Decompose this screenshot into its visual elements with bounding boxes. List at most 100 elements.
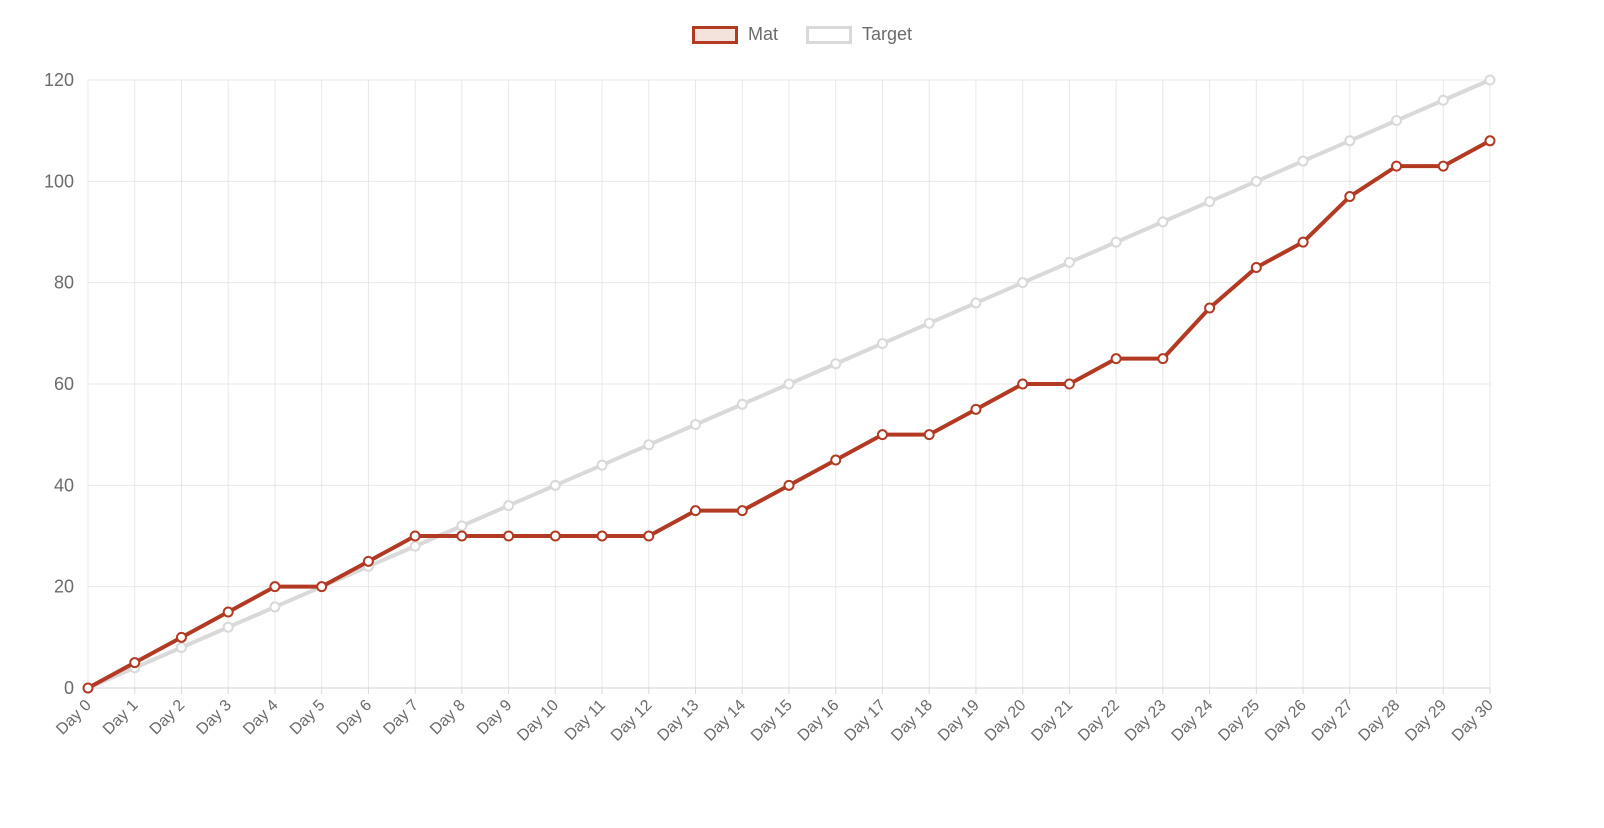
series-marker-target: [598, 461, 607, 470]
series-marker-mat: [411, 532, 420, 541]
x-tick-label: Day 24: [1169, 697, 1217, 745]
x-tick-label: Day 10: [514, 697, 562, 745]
x-tick-label: Day 5: [287, 697, 329, 739]
x-tick-label: Day 16: [795, 697, 843, 745]
legend: Mat Target: [0, 24, 1604, 45]
x-tick-label: Day 9: [474, 697, 516, 739]
series-marker-target: [504, 501, 513, 510]
x-tick-label: Day 25: [1215, 697, 1263, 745]
series-marker-target: [270, 602, 279, 611]
series-marker-mat: [691, 506, 700, 515]
legend-swatch-mat: [692, 26, 738, 44]
x-tick-label: Day 19: [935, 697, 983, 745]
series-marker-target: [878, 339, 887, 348]
y-tick-label: 80: [54, 273, 74, 293]
y-tick-label: 120: [44, 70, 74, 90]
legend-swatch-target: [806, 26, 852, 44]
series-marker-mat: [177, 633, 186, 642]
series-marker-mat: [598, 532, 607, 541]
x-tick-label: Day 22: [1075, 697, 1123, 745]
series-marker-target: [1486, 76, 1495, 85]
series-marker-mat: [224, 608, 233, 617]
x-tick-label: Day 28: [1355, 697, 1403, 745]
x-tick-label: Day 13: [654, 697, 702, 745]
series-marker-mat: [785, 481, 794, 490]
series-marker-target: [1392, 116, 1401, 125]
y-tick-label: 100: [44, 171, 74, 191]
series-marker-target: [971, 298, 980, 307]
x-tick-label: Day 6: [334, 697, 376, 739]
series-marker-mat: [738, 506, 747, 515]
series-marker-mat: [878, 430, 887, 439]
x-tick-label: Day 3: [193, 697, 235, 739]
y-tick-label: 20: [54, 577, 74, 597]
series-marker-mat: [925, 430, 934, 439]
series-marker-mat: [84, 684, 93, 693]
x-tick-label: Day 1: [100, 697, 142, 739]
series-marker-mat: [1252, 263, 1261, 272]
series-marker-target: [411, 542, 420, 551]
chart-svg: 020406080100120Day 0Day 1Day 2Day 3Day 4…: [0, 0, 1604, 828]
series-marker-target: [738, 400, 747, 409]
series-marker-target: [1065, 258, 1074, 267]
legend-item-target[interactable]: Target: [806, 24, 912, 45]
series-marker-target: [551, 481, 560, 490]
line-chart: Mat Target 0 20 40 60 80 100 120 Day 0Day 1 Day …: [0, 0, 1604, 828]
x-tick-label: Day 0: [53, 697, 95, 739]
series-marker-target: [177, 643, 186, 652]
series-marker-mat: [1158, 354, 1167, 363]
y-tick-label: 0: [64, 678, 74, 698]
series-marker-mat: [1299, 238, 1308, 247]
y-tick-label: 60: [54, 374, 74, 394]
series-marker-mat: [1018, 380, 1027, 389]
series-marker-target: [785, 380, 794, 389]
x-tick-label: Day 8: [427, 697, 469, 739]
series-marker-mat: [971, 405, 980, 414]
series-marker-mat: [1439, 162, 1448, 171]
series-marker-mat: [504, 532, 513, 541]
x-tick-label: Day 18: [888, 697, 936, 745]
series-marker-mat: [1112, 354, 1121, 363]
series-marker-mat: [551, 532, 560, 541]
x-tick-label: Day 29: [1402, 697, 1450, 745]
x-tick-label: Day 12: [608, 697, 656, 745]
series-marker-target: [1112, 238, 1121, 247]
series-marker-target: [1158, 217, 1167, 226]
x-tick-label: Day 17: [841, 697, 889, 745]
series-marker-target: [1439, 96, 1448, 105]
series-marker-target: [1252, 177, 1261, 186]
series-marker-target: [831, 359, 840, 368]
x-tick-label: Day 21: [1028, 697, 1076, 745]
x-tick-label: Day 15: [748, 697, 796, 745]
series-marker-target: [1018, 278, 1027, 287]
x-tick-label: Day 23: [1122, 697, 1170, 745]
x-tick-label: Day 27: [1309, 697, 1357, 745]
series-marker-mat: [1486, 136, 1495, 145]
x-tick-label: Day 20: [982, 697, 1030, 745]
x-tick-label: Day 26: [1262, 697, 1310, 745]
series-marker-target: [925, 319, 934, 328]
series-marker-mat: [1205, 304, 1214, 313]
series-marker-mat: [317, 582, 326, 591]
series-marker-mat: [1392, 162, 1401, 171]
series-marker-mat: [457, 532, 466, 541]
legend-label-target: Target: [862, 24, 912, 45]
series-marker-mat: [831, 456, 840, 465]
series-marker-mat: [1065, 380, 1074, 389]
series-marker-target: [1205, 197, 1214, 206]
series-marker-target: [691, 420, 700, 429]
series-marker-target: [1299, 157, 1308, 166]
legend-item-mat[interactable]: Mat: [692, 24, 778, 45]
series-marker-mat: [270, 582, 279, 591]
x-tick-label: Day 7: [380, 697, 422, 739]
series-marker-target: [224, 623, 233, 632]
series-marker-target: [644, 440, 653, 449]
y-tick-label: 40: [54, 475, 74, 495]
x-tick-label: Day 14: [701, 697, 749, 745]
series-marker-target: [457, 521, 466, 530]
legend-label-mat: Mat: [748, 24, 778, 45]
series-marker-target: [1345, 136, 1354, 145]
x-tick-label: Day 4: [240, 697, 282, 739]
series-marker-mat: [644, 532, 653, 541]
series-marker-mat: [1345, 192, 1354, 201]
